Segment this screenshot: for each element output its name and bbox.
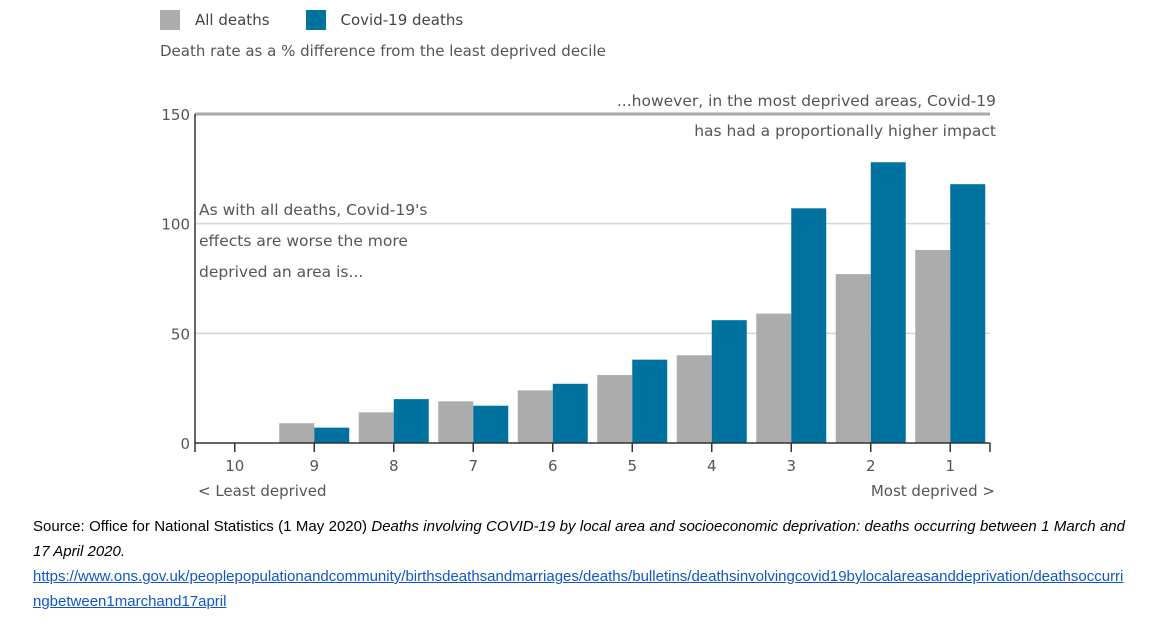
bar-covid-deaths — [711, 320, 747, 443]
bar-all-deaths — [438, 401, 474, 443]
bar-all-deaths — [835, 274, 871, 443]
x-tick-label: 4 — [707, 457, 717, 475]
legend-label-covid-deaths: Covid-19 deaths — [340, 11, 464, 29]
bar-chart: 0 50 100 150 10 9 8 7 6 5 4 3 2 1 < Least deprived Most… — [161, 92, 996, 500]
bar-all-deaths — [676, 355, 712, 443]
bar-covid-deaths — [393, 399, 429, 443]
x-right-label: Most deprived > — [871, 482, 995, 500]
legend: All deaths Covid-19 deaths — [160, 10, 463, 30]
bar-all-deaths — [517, 390, 553, 443]
x-tick-label: 1 — [945, 457, 955, 475]
chart-subtitle: Death rate as a % difference from the le… — [160, 42, 606, 60]
x-tick-label: 8 — [389, 457, 399, 475]
legend-label-all-deaths: All deaths — [195, 11, 270, 29]
bar-all-deaths — [756, 313, 792, 443]
source-title: Deaths involving COVID-19 by local area … — [33, 518, 1125, 560]
y-tick-label: 0 — [180, 435, 190, 453]
legend-swatch-all-deaths — [160, 10, 180, 30]
bar-covid-deaths — [870, 162, 906, 443]
bar-covid-deaths — [314, 427, 350, 443]
bar-covid-deaths — [632, 359, 668, 443]
legend-swatch-covid-deaths — [305, 10, 326, 30]
annotation-left: deprived an area is... — [199, 263, 363, 281]
x-tick-label: 7 — [468, 457, 478, 475]
annotation-left: effects are worse the more — [199, 232, 408, 250]
x-tick-label: 9 — [309, 457, 319, 475]
x-tick-label: 5 — [627, 457, 637, 475]
source-prefix: Source: Office for National Statistics (… — [33, 518, 372, 535]
bar-all-deaths — [279, 423, 315, 443]
bar-covid-deaths — [473, 405, 509, 443]
source-note: Source: Office for National Statistics (… — [33, 514, 1125, 614]
y-tick-label: 100 — [161, 216, 190, 234]
y-tick-label: 150 — [161, 106, 190, 124]
annotation-right: ...however, in the most deprived areas, … — [617, 92, 996, 110]
bar-all-deaths — [597, 375, 633, 443]
y-tick-label: 50 — [171, 325, 190, 343]
annotation-left: As with all deaths, Covid-19's — [199, 201, 427, 219]
annotation-right: has had a proportionally higher impact — [694, 122, 996, 140]
x-tick-label: 6 — [548, 457, 558, 475]
bar-all-deaths — [915, 249, 951, 443]
x-tick-label: 10 — [225, 457, 244, 475]
x-tick-label: 3 — [786, 457, 796, 475]
bar-covid-deaths — [791, 208, 827, 443]
bar-covid-deaths — [950, 184, 986, 444]
bar-all-deaths — [358, 412, 394, 443]
x-left-label: < Least deprived — [198, 482, 327, 500]
x-tick-label: 2 — [866, 457, 876, 475]
source-link[interactable]: https://www.ons.gov.uk/peoplepopulationa… — [33, 568, 1124, 610]
bar-covid-deaths — [552, 383, 588, 443]
